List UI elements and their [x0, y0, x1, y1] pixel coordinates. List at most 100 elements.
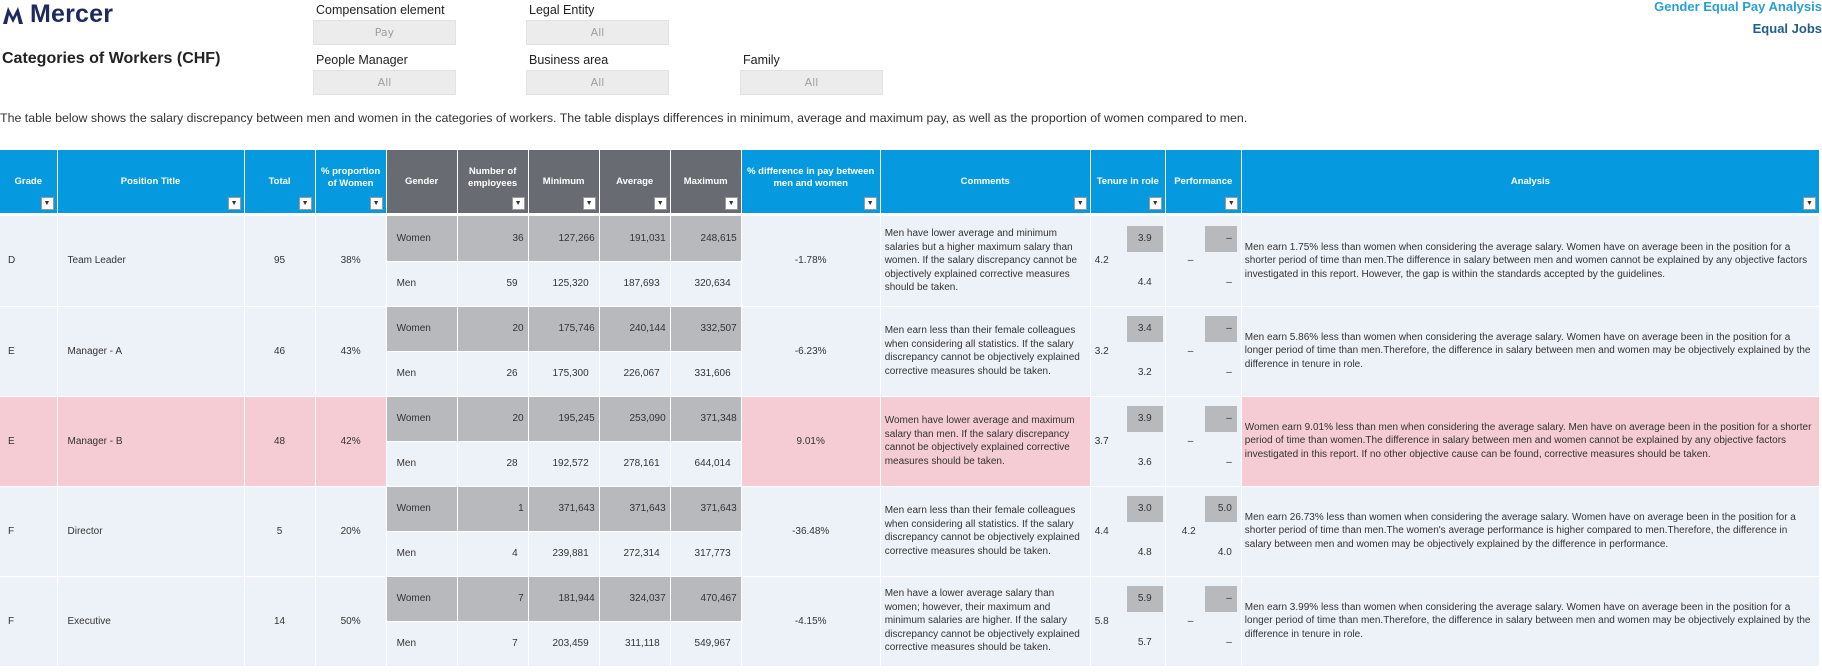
minimum-cell: 175,746	[528, 306, 600, 352]
average-cell: 324,037	[599, 576, 671, 622]
position-title-cell: Manager - B	[57, 396, 245, 487]
header-label: % difference in pay between men and wome…	[747, 165, 875, 189]
column-filter-button[interactable]: ▼	[227, 197, 241, 210]
header-analysis: Analysis ▼	[1241, 150, 1821, 213]
business-area-dropdown[interactable]: All	[526, 70, 669, 95]
column-filter-button[interactable]: ▼	[298, 197, 312, 210]
performance-average-value: –	[1187, 255, 1194, 267]
pay-difference-cell: -6.23%	[741, 306, 881, 397]
analysis-cell: Men earn 1.75% less than women when cons…	[1241, 216, 1821, 307]
page-title: Categories of Workers (CHF)	[2, 50, 221, 67]
position-title-cell: Director	[57, 486, 245, 577]
tenure-men-box: 4.4	[1137, 276, 1152, 288]
average-cell: 253,090	[599, 396, 671, 442]
performance-men-box: –	[1226, 457, 1232, 468]
header-tenure-in-role: Tenure in role ▼	[1090, 150, 1166, 213]
pay-difference-cell: 9.01%	[741, 396, 881, 487]
tenure-average-value: 3.7	[1094, 435, 1109, 447]
gender-cell: Women	[386, 396, 458, 442]
column-filter-button[interactable]: ▼	[511, 197, 525, 210]
people-manager-dropdown[interactable]: All	[313, 70, 456, 95]
performance-average-value: 4.2	[1181, 525, 1196, 537]
report-subtitle: Equal Jobs	[1752, 21, 1822, 36]
table-row-men: Men 7 203,459 311,118 549,967	[0, 621, 1820, 667]
header-position-title: Position Title ▼	[57, 150, 245, 213]
header-label: Comments	[960, 175, 1010, 187]
compensation-element-dropdown[interactable]: Pay	[313, 20, 456, 45]
header-label: % proportion of Women	[321, 165, 381, 189]
analysis-cell: Men earn 5.86% less than women when cons…	[1241, 306, 1821, 397]
gender-cell: Men	[386, 261, 458, 307]
average-cell: 272,314	[599, 531, 671, 577]
maximum-cell: 644,014	[670, 441, 742, 487]
table-row-women: E Manager - A 46 43% Women 20 175,746 24…	[0, 306, 1821, 397]
comment-cell: Men earn less than their female colleagu…	[880, 306, 1091, 397]
column-filter-button[interactable]: ▼	[1073, 197, 1087, 210]
average-cell: 226,067	[599, 351, 671, 397]
minimum-cell: 203,459	[528, 621, 600, 667]
pay-analysis-table-container: Grade ▼ Position Title ▼ Total ▼ % proporti…	[0, 150, 1822, 672]
minimum-cell: 192,572	[528, 441, 600, 487]
column-filter-button[interactable]: ▼	[1148, 197, 1162, 210]
family-dropdown[interactable]: All	[740, 70, 883, 95]
tenure-average-cell: 3.7 3.9 3.6	[1090, 396, 1166, 487]
average-cell: 371,643	[599, 486, 671, 532]
gender-cell: Men	[386, 621, 458, 667]
tenure-average-value: 4.4	[1094, 525, 1109, 537]
employees-cell: 20	[457, 396, 529, 442]
column-filter-button[interactable]: ▼	[369, 197, 383, 210]
header-maximum: Maximum ▼	[670, 150, 742, 213]
tenure-average-value: 4.2	[1094, 255, 1109, 267]
tenure-women-box: 3.9	[1126, 406, 1163, 432]
filter-label: Business area	[529, 53, 609, 67]
performance-men-box: 4.0	[1217, 547, 1232, 558]
analysis-cell: Men earn 26.73% less than women when con…	[1241, 486, 1821, 577]
header-label: Maximum	[683, 175, 728, 187]
column-filter-button[interactable]: ▼	[1224, 197, 1238, 210]
position-title-cell: Team Leader	[57, 216, 245, 307]
header-proportion-women: % proportion of Women ▼	[315, 150, 387, 213]
header-label: Number of employees	[468, 165, 518, 189]
tenure-average-cell: 4.2 3.9 4.4	[1090, 216, 1166, 307]
header-pay-difference: % difference in pay between men and wome…	[741, 150, 881, 213]
maximum-cell: 371,348	[670, 396, 742, 442]
column-filter-button[interactable]: ▼	[724, 197, 738, 210]
header-grade: Grade ▼	[0, 150, 58, 213]
header-performance: Performance ▼	[1165, 150, 1242, 213]
tenure-average-value: 5.8	[1094, 615, 1109, 627]
total-cell: 5	[244, 486, 316, 577]
gender-cell: Men	[386, 531, 458, 577]
proportion-women-cell: 20%	[315, 486, 387, 577]
performance-men-box: –	[1226, 367, 1232, 378]
column-filter-button[interactable]: ▼	[582, 197, 596, 210]
comment-cell: Women have lower average and maximum sal…	[880, 396, 1091, 487]
performance-women-box: –	[1204, 225, 1237, 252]
brand-name: Mercer	[30, 0, 114, 28]
minimum-cell: 239,881	[528, 531, 600, 577]
employees-cell: 36	[457, 216, 529, 262]
performance-men-box: –	[1226, 637, 1232, 648]
performance-average-value: –	[1187, 435, 1194, 447]
performance-average-cell: – – –	[1165, 306, 1242, 397]
filter-compensation-element: Compensation element Pay	[313, 3, 456, 45]
total-cell: 46	[244, 306, 316, 397]
tenure-average-cell: 5.8 5.9 5.7	[1090, 576, 1166, 667]
filter-family: Family All	[740, 53, 883, 95]
filter-label: People Manager	[316, 53, 408, 67]
column-filter-button[interactable]: ▼	[653, 197, 667, 210]
column-filter-button[interactable]: ▼	[863, 197, 877, 210]
table-row-women: F Executive 14 50% Women 7 181,944 324,0…	[0, 576, 1821, 667]
total-cell: 95	[244, 216, 316, 307]
minimum-cell: 371,643	[528, 486, 600, 532]
comment-cell: Men have lower average and minimum salar…	[880, 216, 1091, 307]
header-label: Position Title	[120, 175, 181, 187]
grade-cell: F	[0, 576, 58, 667]
legal-entity-dropdown[interactable]: All	[526, 20, 669, 45]
minimum-cell: 127,266	[528, 216, 600, 262]
performance-women-box: –	[1204, 406, 1237, 432]
column-filter-button[interactable]: ▼	[1803, 197, 1816, 210]
header-label: Grade	[14, 175, 42, 187]
table-row-men: Men 4 239,881 272,314 317,773	[0, 531, 1820, 577]
column-filter-button[interactable]: ▼	[40, 197, 54, 210]
employees-cell: 1	[457, 486, 529, 532]
